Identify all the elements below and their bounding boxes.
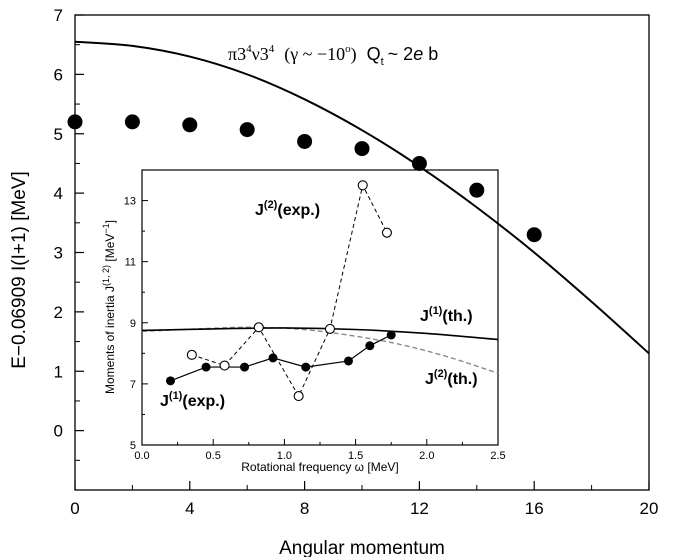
j1-exp-line [170,334,392,382]
j2-exp-point [186,349,197,360]
y-tick-label: 4 [54,184,63,203]
annotation-gamma: (γ ~ −10 [284,44,345,65]
y-axis-label: E−0.06909 I(I+1) [MeV] [9,171,30,369]
annotation-nu-sup: 4 [269,43,275,55]
data-point [469,182,485,198]
y-tick-label: 2 [54,303,63,322]
annotation-nu: ν3 [252,44,269,64]
annotation-q-e: e [413,44,423,64]
data-point [182,117,198,133]
x-tick-label: 0 [70,499,79,518]
annotation-pi-sup: 4 [246,43,252,55]
inset-ylabel-sup: (1, 2) [101,265,111,286]
j1-exp-point [268,353,278,363]
data-point [526,227,542,243]
inset-ylabel-unit-close: ] [103,220,117,223]
label-j1-th: J(1)(th.) [420,305,473,325]
annotation-q: Q [367,44,381,64]
annotation-pi: π3 [228,44,246,64]
annotation-gamma-sup: o [345,43,351,55]
label-j2-exp: J(2)(exp.) [255,199,320,219]
x-tick-label: 8 [300,499,309,518]
inset-y-tick-label: 13 [124,196,136,208]
inset-ylabel-main: Moments of inertia J [103,286,117,394]
data-point [67,114,83,130]
x-tick-label: 4 [185,499,194,518]
x-tick-label: 16 [525,499,544,518]
j1-exp-point [365,341,375,351]
inset-y-tick-label: 5 [130,440,136,452]
inset-x-tick-label: 2.5 [490,450,505,462]
y-tick-label: 0 [54,422,63,441]
y-tick-label: 1 [54,362,63,381]
j2-exp-point [357,180,368,191]
annotation-q-b: b [423,44,438,64]
j1-exp-point [201,362,211,372]
inset-y-tick-label: 11 [125,257,136,269]
j2-exp-point [293,391,304,402]
annotation-q-val: ~ 2 [388,44,414,64]
inset-x-axis-label: Rotational frequency ω [MeV] [241,460,398,474]
inset-series [141,180,499,402]
data-point [124,114,140,130]
inset-axis-ticks [141,200,499,446]
x-tick-label: 12 [410,499,429,518]
annotation-q-sub: t [381,56,384,68]
j1-exp-point [343,356,353,366]
inset-x-tick-label: 1.5 [348,450,363,462]
inset-ylabel-unit-sup: −1 [101,223,111,233]
data-point [239,122,255,138]
j1-exp-point [240,362,250,372]
inset-tick-labels: 0.0 0.5 1.0 1.5 2.0 2.5 5 7 9 11 13 [124,196,506,462]
x-axis-label: Angular momentum [279,538,445,557]
y-tick-label: 5 [54,125,63,144]
j2-exp-point [219,360,230,371]
j2-exp-point [253,322,264,333]
inset-y-tick-label: 7 [130,379,136,391]
y-tick-label: 7 [54,6,63,25]
main-plot-frame [74,14,650,491]
data-point [354,141,370,157]
j2-exp-point [324,323,336,334]
inset-y-axis-label: Moments of inertia J(1, 2) [MeV−1] [101,220,117,394]
label-j2-th: J(2)(th.) [425,368,478,388]
j2-exp-point [381,227,392,238]
inset-x-tick-label: 0.0 [134,450,149,462]
inset-y-tick-label: 9 [130,318,136,330]
y-tick-label: 6 [54,65,63,84]
j1-exp-point [165,376,175,386]
main-axis-ticks [74,14,650,490]
data-point [411,155,427,171]
annotation-gamma-close: ) [351,44,357,65]
inset-x-tick-label: 0.5 [206,450,221,462]
j1-th-curve [141,327,499,341]
theory-curve [74,40,650,355]
x-tick-label: 20 [640,499,659,518]
inset-x-tick-label: 1.0 [277,450,292,462]
y-tick-label: 3 [54,244,63,263]
label-j1-exp: J(1)(exp.) [160,390,225,410]
j1-exp-point [301,362,311,372]
inset-ylabel-unit: [MeV [103,234,117,265]
data-point [297,133,313,149]
j1-exp-point [386,330,396,340]
annotation: π34ν34 (γ ~ −10o) Qt ~ 2e b [228,43,438,68]
inset-x-tick-label: 2.0 [419,450,434,462]
j2-th-curve [141,326,499,374]
experimental-points [67,114,542,243]
